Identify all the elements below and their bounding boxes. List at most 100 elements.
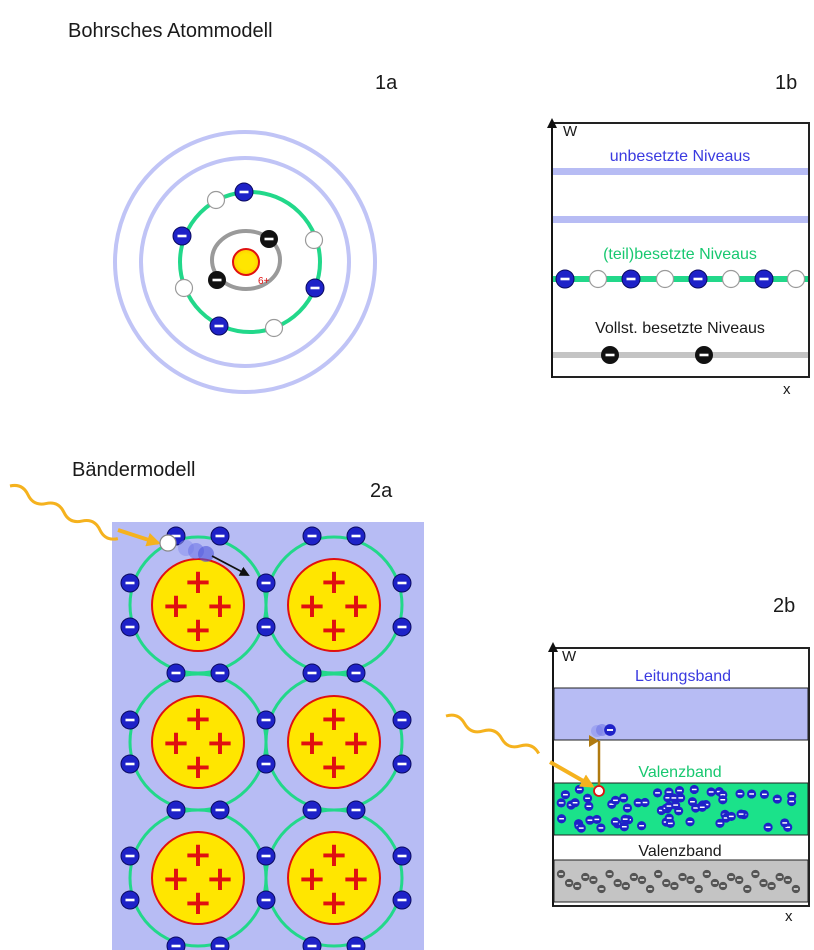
band-electron (685, 817, 695, 827)
nucleus-plus: + (162, 586, 191, 626)
lattice-electron (210, 526, 230, 546)
valence-electron (234, 182, 254, 202)
panel-label-2a: 2a (370, 480, 393, 502)
band-electron (556, 869, 566, 879)
valence-hole (206, 190, 226, 210)
conduction-electron (591, 724, 616, 737)
lattice-electron (302, 526, 322, 546)
bands-w-label: W (562, 648, 577, 665)
lattice-atoms: ++ ++++ ++++ ++++ ++++ ++++ ++ (120, 526, 412, 950)
full-levels-label: Vollst. besetzte Niveaus (595, 320, 765, 337)
band-electron (671, 800, 681, 810)
lattice-electron (392, 617, 412, 637)
band-electron (596, 823, 606, 833)
lattice-nucleus: ++ ++ (287, 831, 381, 925)
band-electron (664, 813, 674, 823)
band-diagram: W x Leitungsband Valenzband Valenzband (445, 642, 810, 925)
excited-electron-trail (178, 540, 214, 562)
nucleus-plus: + (162, 859, 191, 899)
energy-level-diagram: W x unbesetzte Niveaus (teil)besetzte Ni… (547, 118, 810, 398)
band-electron (687, 797, 698, 807)
band-electron (573, 881, 582, 891)
band-electron (589, 875, 598, 885)
lattice-shell (264, 808, 404, 948)
band-electron (619, 822, 629, 832)
levels-w-label: W (563, 123, 578, 140)
heading-band: Bändermodell (72, 459, 195, 481)
level-hole (721, 269, 741, 289)
band-electron (605, 869, 614, 879)
nucleus-plus: + (184, 747, 213, 787)
inner-shell (210, 229, 282, 291)
level-electron (754, 269, 774, 289)
band-electron (556, 798, 566, 808)
photon-arrow (117, 528, 161, 547)
empty-levels-label: unbesetzte Niveaus (610, 148, 751, 165)
lattice-electron (120, 617, 140, 637)
band-electron (560, 790, 571, 800)
panel-label-1b: 1b (775, 72, 797, 94)
level-core-electron (695, 346, 713, 364)
band-electron (674, 785, 685, 796)
lattice-electron (120, 754, 140, 774)
nucleus-plus: + (184, 883, 213, 923)
valence-band-label: Valenzband (638, 764, 721, 781)
generated-hole (159, 534, 177, 552)
valence-electron (305, 278, 325, 298)
lattice-electron (392, 710, 412, 730)
band-electron (597, 884, 606, 894)
band-electron (662, 878, 671, 888)
nucleus-plus: + (184, 835, 213, 875)
band-electron (710, 878, 720, 888)
lattice-electron (120, 890, 140, 910)
photon-arrow (549, 760, 595, 788)
band-electron (751, 869, 760, 879)
lattice-nucleus: ++ ++ (287, 695, 381, 789)
photon-wave (9, 483, 119, 541)
band-electron (787, 796, 797, 807)
lattice-nucleus: ++ ++ (151, 558, 245, 652)
empty-level (553, 168, 808, 175)
band-electron (670, 881, 679, 891)
band-electron (780, 818, 790, 828)
lattice-electron (256, 754, 276, 774)
band-electron (772, 794, 782, 804)
lattice-electron (210, 936, 230, 950)
nucleus-plus: + (184, 562, 213, 602)
band-electron (621, 881, 630, 891)
inner-electron (260, 230, 278, 248)
level-electron (688, 269, 708, 289)
band-electron (664, 787, 674, 797)
band-electron (718, 795, 728, 805)
lattice-electron (302, 663, 322, 683)
nucleus-plus: + (320, 883, 349, 923)
empty-level (553, 216, 808, 223)
lattice-nucleus: ++ ++ (287, 558, 381, 652)
lattice-electron (120, 710, 140, 730)
nucleus-plus: + (184, 610, 213, 650)
lattice-electron (256, 846, 276, 866)
crystal-lattice: ++ ++++ ++++ ++++ ++++ ++++ ++ (9, 483, 424, 950)
full-level (553, 352, 808, 358)
band-electron (783, 875, 792, 885)
lattice-electron (302, 936, 322, 950)
nucleus-plus: + (298, 723, 327, 763)
band-electron (689, 784, 699, 795)
lattice-electron (120, 846, 140, 866)
lattice-nucleus: ++ ++ (151, 831, 245, 925)
lattice-electron (166, 800, 186, 820)
middle-orbit (139, 156, 351, 368)
level-electron (555, 269, 575, 289)
band-electron (633, 798, 643, 808)
lattice-electron (256, 617, 276, 637)
conduction-band-label: Leitungsband (635, 668, 731, 685)
lattice-electron (120, 573, 140, 593)
band-electron (702, 869, 711, 879)
nucleus-plus: + (206, 723, 235, 763)
lattice-electron (256, 573, 276, 593)
nucleus-plus: + (298, 586, 327, 626)
band-electron (585, 815, 595, 825)
band-electron (715, 818, 725, 828)
nucleus-plus: + (342, 586, 371, 626)
band-electron (652, 788, 663, 798)
